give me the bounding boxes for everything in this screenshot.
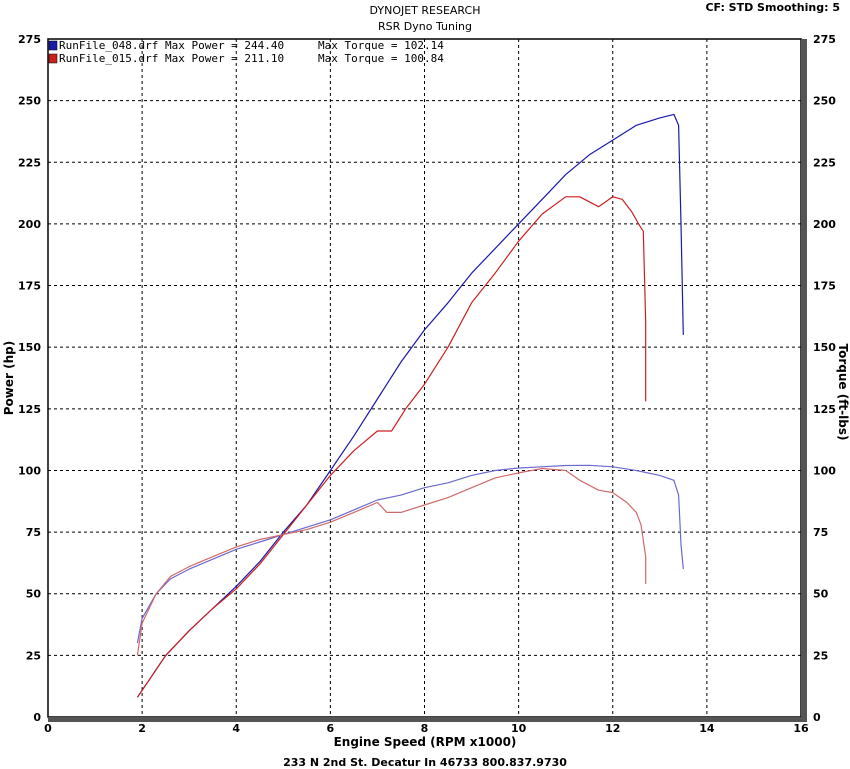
chart-title: DYNOJET RESEARCH bbox=[370, 4, 481, 17]
legend-label: RunFile_048.drf Max Power = 244.40 bbox=[59, 39, 284, 52]
y-tick-label: 275 bbox=[18, 33, 41, 46]
y-tick-label: 175 bbox=[18, 280, 41, 293]
x-tick-label: 6 bbox=[327, 722, 335, 735]
x-tick-label: 10 bbox=[511, 722, 527, 735]
legend-label: RunFile_015.drf Max Power = 211.10 bbox=[59, 52, 284, 65]
y2-tick-label: 125 bbox=[813, 403, 836, 416]
y-axis-label: Power (hp) bbox=[2, 341, 16, 415]
x-axis-label: Engine Speed (RPM x1000) bbox=[334, 735, 517, 749]
y-tick-label: 150 bbox=[18, 341, 41, 354]
y-tick-label: 0 bbox=[33, 711, 41, 724]
bottom-axis-bar bbox=[48, 717, 807, 722]
y2-tick-label: 50 bbox=[813, 588, 829, 601]
series-line-torque-runfile-015-drf bbox=[136, 467, 647, 656]
y-tick-label: 100 bbox=[18, 464, 41, 477]
legend-torque: Max Torque = 102.14 bbox=[318, 39, 444, 52]
x-tick-label: 4 bbox=[232, 722, 240, 735]
y2-tick-label: 25 bbox=[813, 649, 828, 662]
y2-tick-label: 225 bbox=[813, 156, 836, 169]
settings-label: CF: STD Smoothing: 5 bbox=[705, 1, 840, 14]
legend-torque: Max Torque = 100.84 bbox=[318, 52, 444, 65]
legend-swatch bbox=[48, 40, 58, 51]
y-tick-label: 75 bbox=[26, 526, 41, 539]
y2-tick-label: 275 bbox=[813, 33, 836, 46]
chart-subtitle: RSR Dyno Tuning bbox=[378, 20, 472, 33]
x-tick-label: 0 bbox=[44, 722, 52, 735]
x-tick-label: 14 bbox=[699, 722, 715, 735]
footer-address: 233 N 2nd St. Decatur In 46733 800.837.9… bbox=[283, 756, 567, 769]
y-tick-label: 250 bbox=[18, 95, 41, 108]
legend: RunFile_048.drf Max Power = 244.40 Max To… bbox=[48, 39, 444, 65]
y2-axis-label: Torque (ft-lbs) bbox=[836, 344, 850, 441]
y2-tick-label: 175 bbox=[813, 280, 836, 293]
y2-tick-label: 100 bbox=[813, 464, 836, 477]
y2-tick-label: 200 bbox=[813, 218, 836, 231]
y-tick-label: 200 bbox=[18, 218, 41, 231]
legend-swatch bbox=[48, 53, 58, 64]
x-tick-label: 8 bbox=[421, 722, 429, 735]
series-layer bbox=[136, 113, 684, 698]
series-line-power-runfile-015-drf bbox=[136, 196, 647, 698]
y2-tick-label: 75 bbox=[813, 526, 828, 539]
right-axis-bar bbox=[801, 39, 807, 717]
y-tick-label: 225 bbox=[18, 156, 41, 169]
series-line-power-runfile-048-drf bbox=[136, 113, 684, 698]
x-tick-label: 2 bbox=[138, 722, 146, 735]
x-tick-label: 16 bbox=[793, 722, 809, 735]
y-tick-label: 25 bbox=[26, 649, 41, 662]
y-tick-label: 50 bbox=[26, 588, 42, 601]
y2-tick-label: 250 bbox=[813, 95, 836, 108]
x-tick-label: 12 bbox=[605, 722, 620, 735]
y2-tick-label: 150 bbox=[813, 341, 836, 354]
y2-tick-label: 0 bbox=[813, 711, 821, 724]
grid-lines bbox=[48, 39, 801, 717]
y-tick-label: 125 bbox=[18, 403, 41, 416]
series-line-torque-runfile-048-drf bbox=[136, 464, 684, 644]
